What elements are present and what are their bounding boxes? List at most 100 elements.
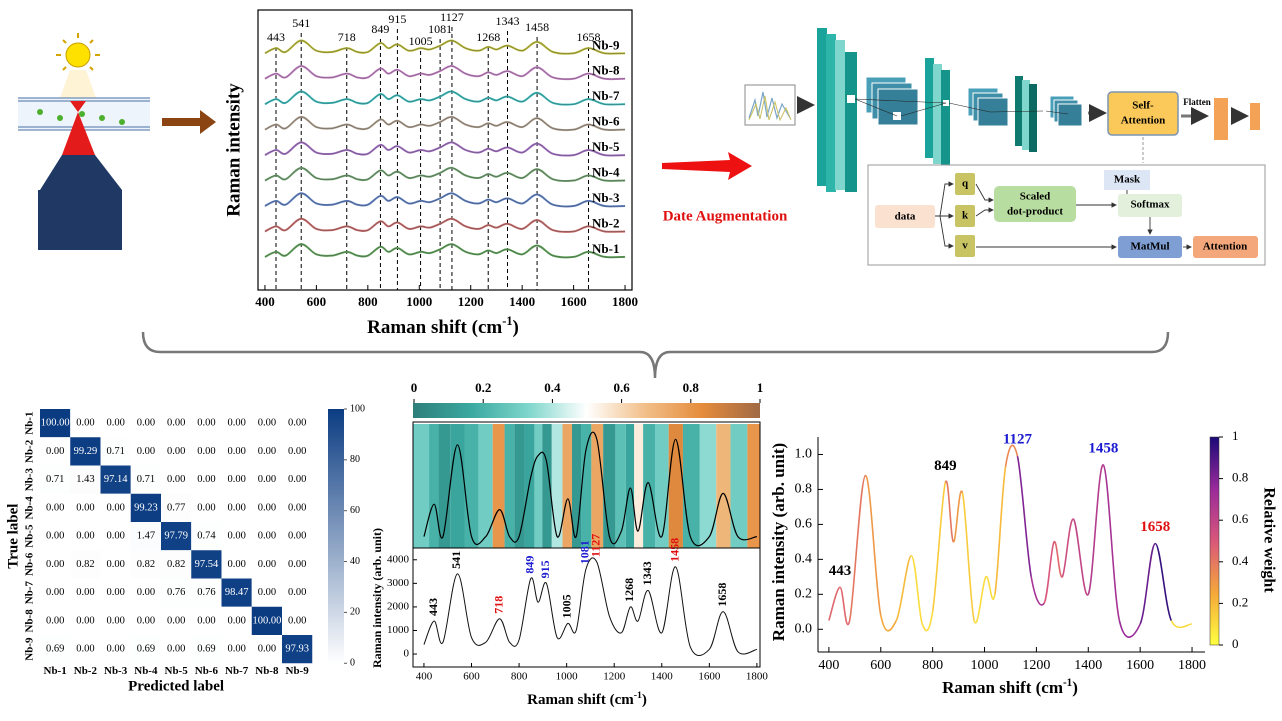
- peak-label: 1658: [715, 583, 729, 607]
- cell-label: 0.00: [288, 615, 306, 626]
- cell-label: 0.00: [258, 502, 276, 513]
- heatmap-cell: [40, 409, 71, 438]
- heatmap-cell: [70, 437, 101, 466]
- node-label: k: [962, 210, 969, 222]
- spectrum-outline: [264, 167, 626, 182]
- heatmap-cell: [40, 550, 71, 579]
- heatmap-cell: [100, 465, 131, 494]
- dense-layer: [1214, 98, 1228, 140]
- node: [1193, 236, 1258, 258]
- cell-label: 0.00: [227, 502, 245, 513]
- label-part: ): [513, 317, 519, 338]
- colorbar-tick-label: 0.2: [475, 380, 491, 395]
- colorbar: [328, 409, 344, 664]
- cell-label: 0.00: [76, 418, 94, 429]
- heatmap-cell: [282, 578, 313, 607]
- attention-stripe: [534, 424, 543, 548]
- peak-label: 1658: [1140, 519, 1170, 535]
- spectrum-segment: [994, 466, 1007, 595]
- y-tick-label: Nb-7: [24, 581, 36, 605]
- y-tick-label: 0.4: [795, 552, 813, 567]
- colorbar-tick-label: 1: [1232, 428, 1239, 443]
- node: [955, 205, 975, 227]
- heatmap-cell: [70, 635, 101, 664]
- y-tick-label: Nb-1: [24, 412, 36, 435]
- layer: [817, 28, 827, 186]
- heatmap-cell: [251, 522, 282, 551]
- attention-stripe: [591, 424, 604, 548]
- series-label: Nb-1: [592, 241, 619, 256]
- spectrum-segment: [985, 576, 996, 600]
- node: [955, 235, 975, 257]
- cell-label: 0.69: [137, 644, 155, 655]
- node-label: q: [962, 178, 969, 190]
- cell-label: 0.82: [137, 559, 155, 570]
- x-tick-label: Nb-4: [134, 665, 158, 677]
- series-label: Nb-9: [592, 37, 620, 52]
- y-tick-label: Nb-3: [24, 468, 36, 492]
- peak-label: 443: [267, 30, 285, 44]
- self-attention-block: [1107, 91, 1179, 136]
- peak-label: 849: [371, 22, 389, 36]
- layer: [933, 64, 942, 164]
- x-tick-label: 1200: [458, 294, 484, 309]
- heatmap-cell: [251, 635, 282, 664]
- heatmap-cell: [40, 493, 71, 522]
- heatmap-cell: [282, 493, 313, 522]
- colorbar-tick-label: 0: [411, 380, 418, 395]
- node: [955, 173, 975, 195]
- heatmap-cell: [221, 550, 252, 579]
- attention-stripe: [699, 424, 717, 548]
- spectrum-segment: [1118, 620, 1141, 638]
- peak-label: 1127: [589, 534, 603, 557]
- spectrum-segment: [864, 474, 882, 616]
- spectrum-outline: [264, 142, 626, 156]
- peak-label: 718: [338, 30, 356, 44]
- colorbar-tick-label: 0: [1232, 636, 1239, 651]
- cell-label: 0.00: [46, 587, 64, 598]
- heatmap-cell: [70, 606, 101, 635]
- node-label: Mask: [1114, 174, 1141, 186]
- spectrum-segment: [1154, 542, 1173, 621]
- heatmap-cell: [191, 437, 222, 466]
- cell-label: 0.00: [106, 418, 124, 429]
- node-label: Attention: [1203, 241, 1248, 253]
- x-tick-label: Nb-2: [74, 665, 98, 677]
- series-label: Nb-4: [592, 165, 620, 180]
- node-label: v: [962, 240, 968, 252]
- x-tick-label: 1600: [561, 294, 587, 309]
- cell-label: 0.00: [137, 446, 155, 457]
- superscript: -1: [1063, 677, 1072, 689]
- cell-label: 0.00: [197, 474, 215, 485]
- x-tick-label: Nb-6: [195, 665, 219, 677]
- spectrum-segment: [1170, 620, 1193, 629]
- colorbar-tick-label: 40: [350, 556, 360, 567]
- attention-stripe: [413, 424, 430, 548]
- arrow: [162, 110, 216, 134]
- spectrum-segment: [1072, 518, 1090, 596]
- cell-label: 0.71: [106, 446, 124, 457]
- cell-label: 1.43: [76, 474, 94, 485]
- cell-label: 0.00: [76, 531, 94, 542]
- series-label: Nb-3: [592, 190, 620, 205]
- spectrum-outline: [264, 218, 626, 233]
- heatmap-cell: [221, 635, 252, 664]
- colorbar-tick-label: 1: [757, 380, 764, 395]
- peak-label: 1458: [667, 538, 681, 562]
- y-tick-label: Nb-6: [24, 552, 36, 576]
- heatmap-cell: [70, 578, 101, 607]
- node-label: data: [895, 211, 916, 223]
- heatmap-cell: [161, 522, 192, 551]
- objective: [40, 155, 122, 190]
- axis-label: Raman shift (cm-1): [367, 314, 519, 339]
- heatmap-cell: [130, 437, 161, 466]
- spectrum-segment: [921, 611, 934, 632]
- x-tick-label: 1000: [406, 294, 432, 309]
- heatmap-cell: [100, 522, 131, 551]
- y-tick-label: 0.6: [795, 517, 813, 532]
- layer: [1029, 84, 1037, 152]
- y-tick-label: Nb-9: [24, 637, 36, 661]
- y-tick-label: Nb-4: [24, 496, 36, 520]
- x-tick-label: 800: [922, 658, 943, 673]
